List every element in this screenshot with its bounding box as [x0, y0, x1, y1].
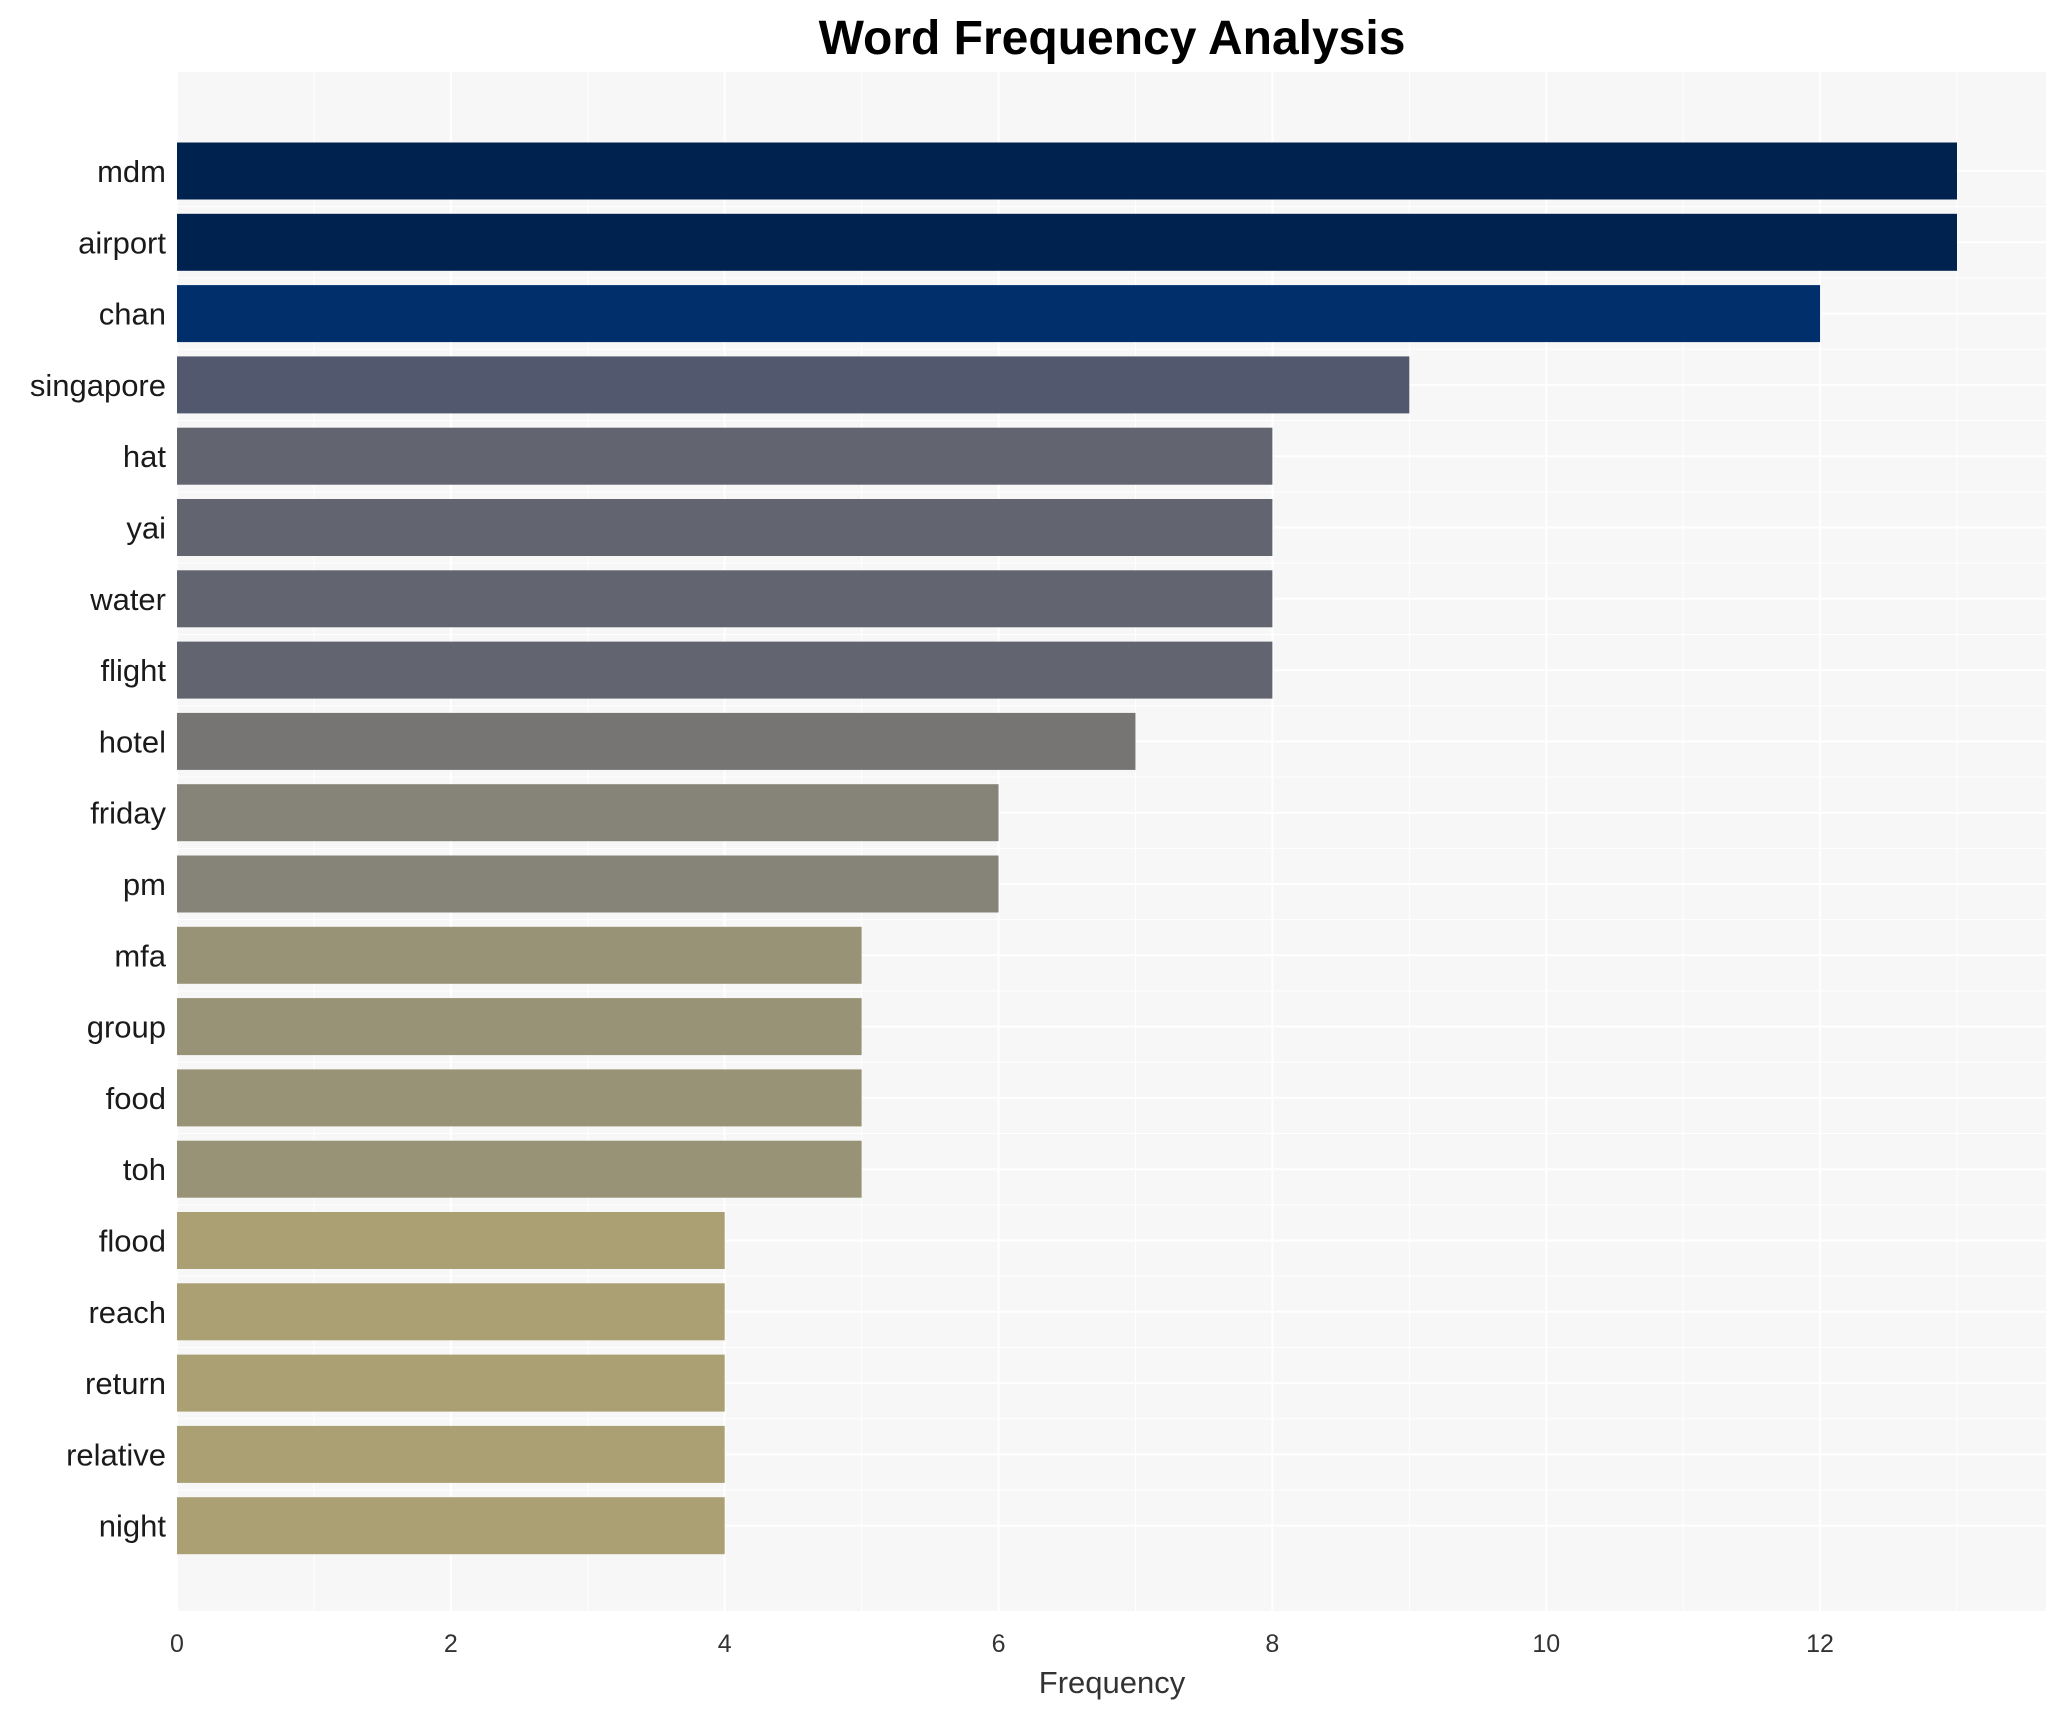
category-label: flight [101, 653, 167, 688]
category-label: toh [123, 1152, 166, 1187]
bar-airport [177, 213, 1957, 271]
category-label: group [87, 1010, 166, 1045]
category-label: chan [99, 297, 166, 332]
bar-night [177, 1497, 725, 1555]
bar-singapore [177, 356, 1410, 414]
category-label: relative [66, 1437, 166, 1472]
category-label: mfa [114, 938, 166, 973]
bar-flood [177, 1212, 725, 1269]
category-label: flood [99, 1224, 166, 1259]
category-label: pm [123, 867, 166, 902]
bar-reach [177, 1283, 725, 1341]
bar-friday [177, 784, 999, 842]
x-tick-label: 2 [444, 1630, 458, 1658]
bar-return [177, 1354, 725, 1412]
x-tick-label: 10 [1532, 1630, 1560, 1658]
bar-mdm [177, 142, 1957, 200]
x-tick-label: 12 [1806, 1630, 1834, 1658]
bars [177, 142, 1957, 1555]
bar-group [177, 998, 862, 1056]
category-label: hotel [99, 724, 166, 759]
x-tick-label: 8 [1265, 1630, 1279, 1658]
category-label: singapore [30, 368, 166, 403]
bar-mfa [177, 926, 862, 984]
category-label: water [89, 582, 166, 617]
bar-hotel [177, 712, 1136, 770]
category-label: food [106, 1081, 166, 1116]
bar-pm [177, 855, 999, 913]
bar-flight [177, 641, 1273, 699]
bar-toh [177, 1140, 862, 1198]
category-label: return [85, 1366, 166, 1401]
category-label: night [99, 1509, 167, 1544]
bar-water [177, 570, 1273, 628]
bar-yai [177, 499, 1273, 556]
x-axis-label: Frequency [1039, 1665, 1186, 1700]
x-tick-labels: 0 2 4 6 8 10 12 [170, 1630, 1834, 1658]
bar-food [177, 1069, 862, 1127]
bar-chan [177, 285, 1821, 343]
category-label: yai [126, 511, 166, 546]
x-tick-label: 6 [992, 1630, 1006, 1658]
bar-relative [177, 1425, 725, 1483]
bar-hat [177, 427, 1273, 485]
category-label: hat [123, 439, 166, 474]
chart-title: Word Frequency Analysis [819, 12, 1406, 65]
category-label: friday [90, 796, 166, 831]
category-label: mdm [97, 154, 166, 189]
category-labels: mdm airport chan singapore hat yai water flight… [30, 154, 167, 1544]
x-tick-label: 4 [718, 1630, 732, 1658]
x-tick-label: 0 [170, 1630, 184, 1658]
category-label: reach [88, 1295, 166, 1330]
category-label: airport [78, 225, 166, 260]
